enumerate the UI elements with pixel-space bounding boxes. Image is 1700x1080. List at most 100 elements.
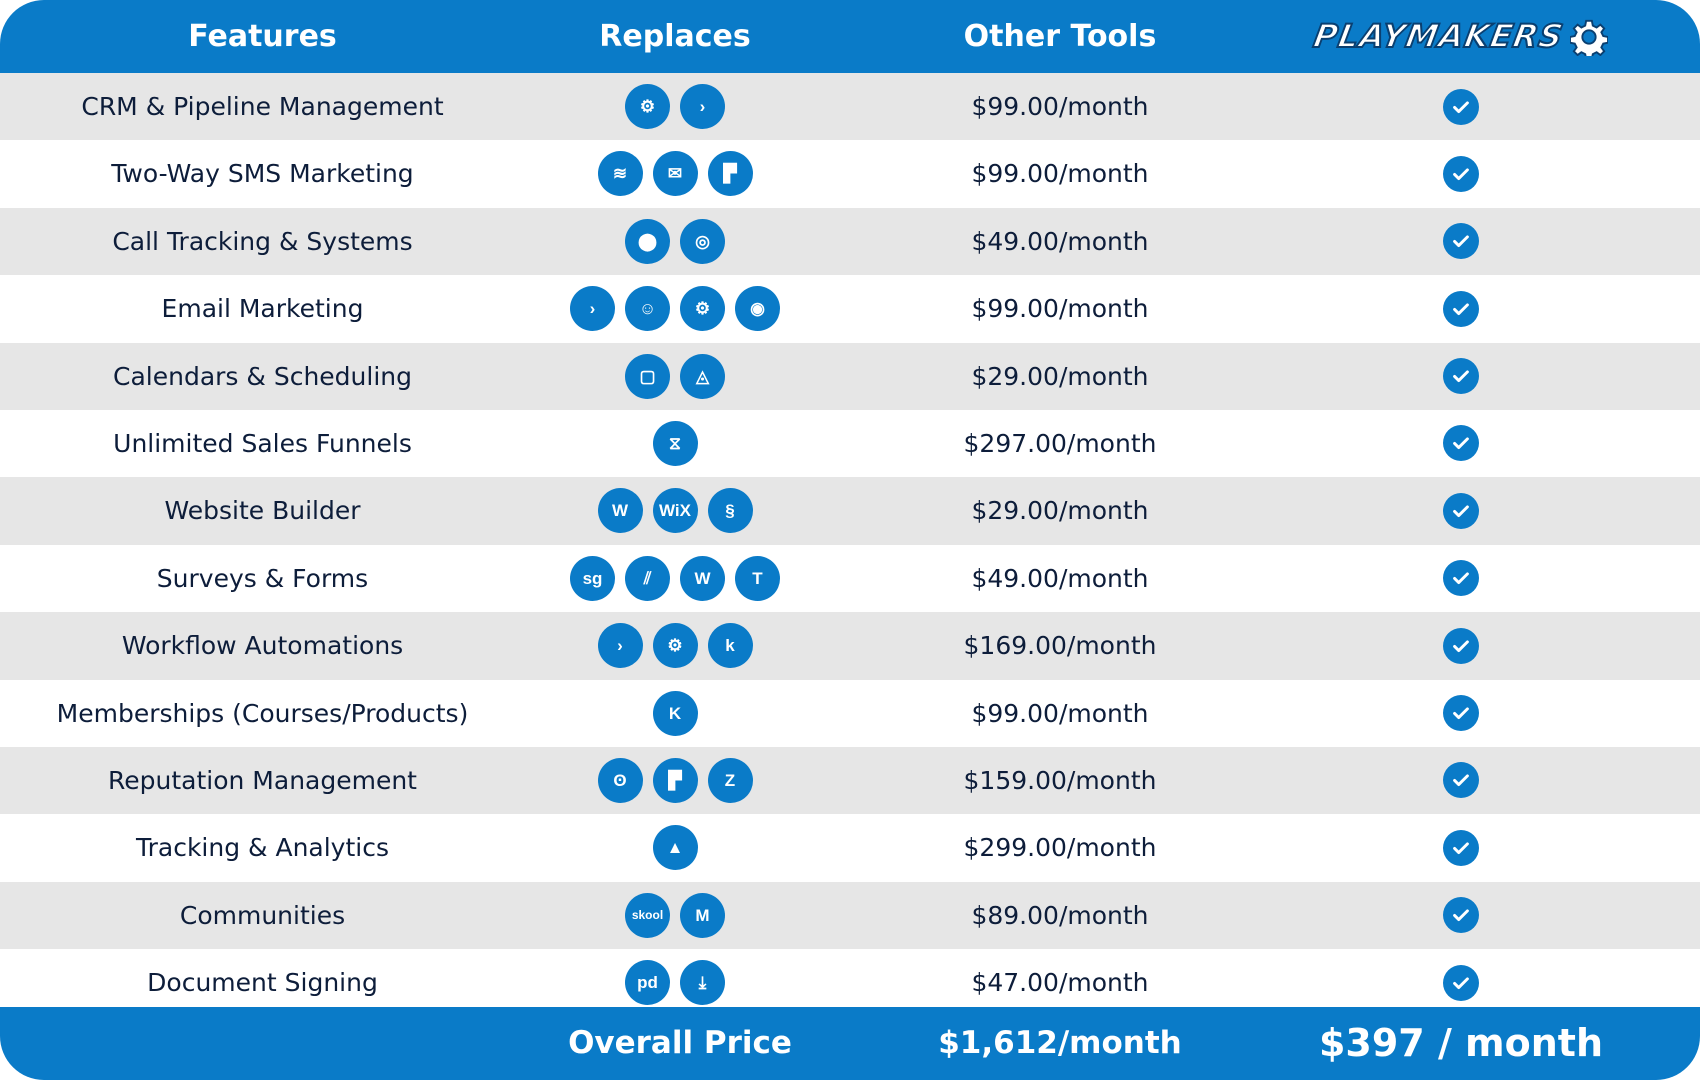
jotform-icon: ⫽ (625, 555, 670, 601)
table-row: Website Builder W WiX § $29.00/month (0, 477, 1700, 545)
yext-icon: Z (707, 757, 753, 803)
checkmark-glyph-icon (1453, 437, 1469, 450)
checkmark-icon (1443, 964, 1479, 1001)
checkmark-icon (1443, 290, 1479, 327)
checkmark-glyph-icon (1453, 235, 1469, 248)
table-row: Tracking & Analytics ▲ $299.00/month (0, 814, 1700, 881)
playmakers-included (1306, 140, 1616, 207)
mighty-networks-icon: M (680, 892, 725, 938)
other-tools-price: $99.00/month (971, 92, 1149, 121)
playmakers-total: $397 / month (1318, 1021, 1604, 1065)
other-tools-price: $49.00/month (971, 563, 1149, 593)
replaces-icons: ⚙ › (525, 73, 825, 140)
wix-icon: WiX (652, 488, 698, 534)
table-row: Memberships (Courses/Products) K $99.00/mo… (0, 680, 1700, 747)
typeform-icon: T (735, 555, 780, 601)
table-row: Document Signing pd ⤓ $47.00/month (0, 949, 1700, 1016)
squarespace-icon: § (707, 488, 753, 534)
playmakers-included (1306, 814, 1616, 881)
other-tools-price: $49.00/month (971, 226, 1149, 256)
replaces-icons: ⬤ ◎ (525, 208, 825, 275)
acuity-icon: ◬ (680, 353, 725, 399)
hubspot-icon: ⚙ (625, 84, 670, 129)
keap-icon: k (707, 623, 753, 669)
calendly-icon: ▢ (625, 353, 670, 399)
checkmark-glyph-icon (1453, 640, 1469, 652)
checkmark-icon (1443, 762, 1479, 799)
table-header: Features Replaces Other Tools PLAYMAKERS (0, 0, 1700, 73)
docusign-icon: ⤓ (680, 960, 725, 1006)
podium-icon: ▛ (707, 151, 753, 197)
playmakers-included (1306, 73, 1616, 140)
playmakers-logo: PLAYMAKERS (1310, 0, 1608, 73)
playmakers-included (1306, 477, 1616, 544)
gear-icon (1569, 19, 1608, 56)
kajabi-icon: K (652, 690, 698, 736)
replaces-icons: › ☺ ⚙ ◉ (525, 275, 825, 342)
header-replaces: Replaces (599, 19, 751, 54)
constant-contact-icon: ◉ (735, 286, 780, 332)
location-pin-icon: ⬤ (625, 218, 670, 264)
feature-label: Unlimited Sales Funnels (113, 428, 412, 458)
table-body: CRM & Pipeline Management ⚙ › $99.00/month T… (0, 73, 1700, 1016)
checkmark-icon (1443, 492, 1479, 529)
checkmark-glyph-icon (1453, 100, 1469, 113)
other-tools-total: $1,612/month (938, 1025, 1182, 1061)
replaces-icons: pd ⤓ (525, 949, 825, 1016)
checkmark-glyph-icon (1453, 572, 1469, 585)
other-tools-price: $169.00/month (963, 631, 1157, 661)
table-row: Call Tracking & Systems ⬤ ◎ $49.00/month (0, 207, 1700, 276)
table-row: Surveys & Forms sg ⫽ W T $49.00/month (0, 545, 1700, 612)
other-tools-price: $297.00/month (963, 428, 1157, 458)
activecampaign-icon: › (597, 623, 643, 669)
other-tools-price: $159.00/month (963, 765, 1157, 795)
playmakers-included (1306, 208, 1616, 275)
replaces-icons: skool M (525, 882, 825, 949)
checkmark-glyph-icon (1453, 505, 1469, 517)
playmakers-included (1306, 343, 1616, 410)
checkmark-glyph-icon (1453, 774, 1469, 787)
clickfunnels-icon: ⧖ (652, 420, 698, 466)
replaces-icons: › ⚙ k (525, 612, 825, 679)
playmakers-included (1306, 882, 1616, 949)
replaces-icons: K (525, 680, 825, 747)
playmakers-included (1306, 275, 1616, 342)
other-tools-price: $299.00/month (963, 833, 1157, 863)
table-row: Communities skool M $89.00/month (0, 881, 1700, 950)
replaces-icons: ʘ ▛ Z (525, 747, 825, 814)
other-tools-price: $99.00/month (971, 159, 1149, 189)
hubspot-icon: ⚙ (680, 286, 725, 332)
other-tools-price: $47.00/month (971, 968, 1149, 998)
feature-label: Calendars & Scheduling (113, 361, 412, 391)
layers-icon: ≋ (597, 151, 643, 197)
replaces-icons: sg ⫽ W T (525, 545, 825, 612)
checkmark-icon (1443, 829, 1479, 866)
checkmark-icon (1443, 155, 1479, 192)
other-tools-price: $99.00/month (971, 698, 1149, 728)
feature-label: CRM & Pipeline Management (81, 92, 444, 121)
surveygizmo-icon: sg (570, 555, 615, 601)
playmakers-included (1306, 949, 1616, 1016)
activecampaign-icon: › (680, 84, 725, 129)
feature-label: Call Tracking & Systems (112, 226, 413, 256)
activecampaign-icon: › (570, 286, 615, 332)
checkmark-icon (1443, 560, 1479, 597)
header-other-tools: Other Tools (963, 19, 1157, 54)
callrail-icon: ◎ (680, 218, 725, 264)
other-tools-price: $29.00/month (971, 361, 1149, 391)
replaces-icons: ≋ ✉ ▛ (525, 140, 825, 207)
table-row: Workflow Automations › ⚙ k $169.00/month (0, 612, 1700, 680)
replaces-icons: ▲ (525, 814, 825, 881)
replaces-icons: ⧖ (525, 410, 825, 477)
birdeye-icon: ʘ (597, 757, 643, 803)
checkmark-icon (1443, 695, 1479, 732)
wufoo-icon: W (680, 555, 725, 601)
wordpress-icon: W (597, 488, 643, 534)
table-row: Unlimited Sales Funnels ⧖ $297.00/month (0, 410, 1700, 477)
checkmark-glyph-icon (1453, 370, 1469, 383)
feature-label: Tracking & Analytics (136, 833, 389, 863)
table-row: Email Marketing › ☺ ⚙ ◉ $99.00/month (0, 275, 1700, 342)
hubspot-icon: ⚙ (652, 623, 698, 669)
header-features: Features (188, 19, 337, 54)
